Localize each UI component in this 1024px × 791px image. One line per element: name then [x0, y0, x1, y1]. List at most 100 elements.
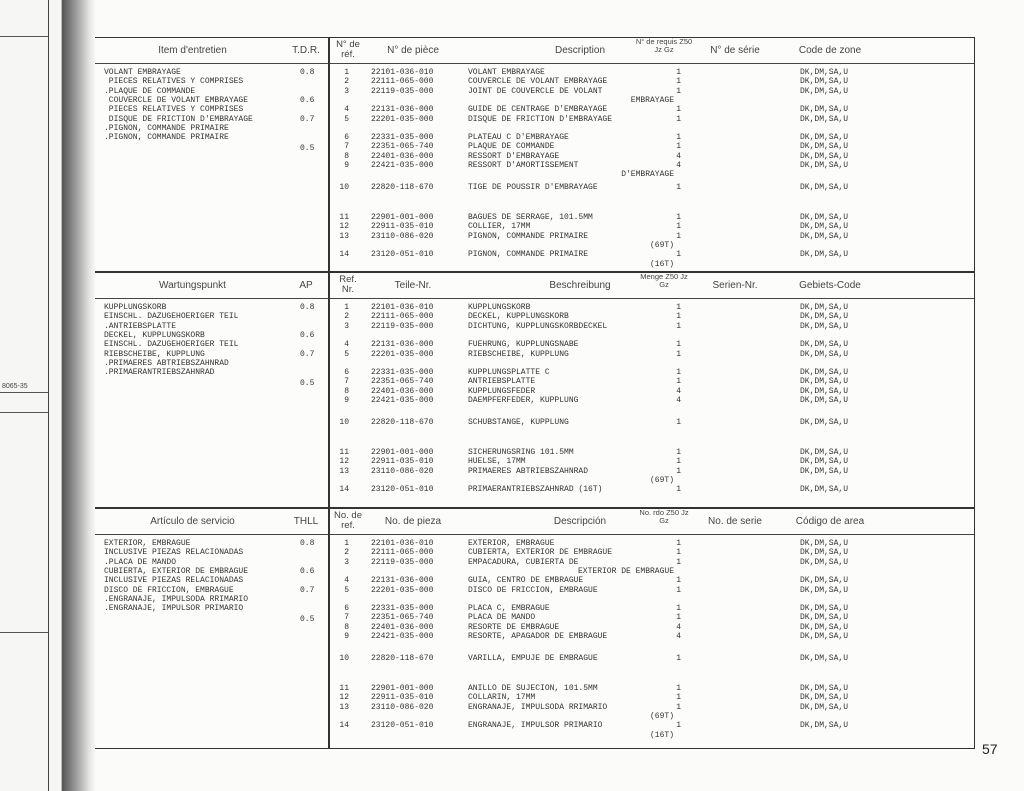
quantity: 4 — [676, 151, 681, 161]
header-ref: N° de réf. — [336, 39, 360, 60]
part-number: 23110-086-020 — [371, 231, 434, 241]
part-description: VARILLA, EMPUJE DE EMBRAGUE — [468, 654, 598, 664]
ref-number: 12 — [339, 457, 349, 467]
service-item: .PIGNON, COMMANDE PRIMAIRE — [104, 133, 229, 143]
area-code: DK,DM,SA,U — [800, 576, 849, 586]
quantity: 1 — [676, 654, 681, 664]
quantity: 1 — [676, 448, 681, 458]
description-continuation: (69T) — [649, 475, 674, 485]
service-item: EINSCHL. DAZUGEHOERIGER TEIL — [104, 340, 239, 350]
quantity: 4 — [676, 632, 681, 641]
quantity: 4 — [676, 622, 681, 632]
area-code: DK,DM,SA,U — [800, 183, 849, 193]
area-code: DK,DM,SA,U — [800, 151, 849, 161]
header-time: THLL — [293, 516, 319, 527]
service-item: .ENGRANAJE, IMPULSOR PRIMARIO — [104, 604, 244, 614]
header-area: Gebiets-Code — [799, 280, 861, 291]
parts-table-section: Wartungspunkt AP Ref. Nr. Teile-Nr. Besc… — [95, 272, 975, 508]
quantity: 1 — [676, 349, 681, 359]
part-number: 22101-036-010 — [371, 303, 434, 312]
area-code: DK,DM,SA,U — [800, 86, 849, 96]
quantity: 1 — [676, 721, 681, 731]
area-code: DK,DM,SA,U — [800, 213, 849, 223]
quantity: 1 — [676, 377, 681, 387]
part-number: 22820-118-670 — [371, 183, 434, 193]
quantity: 1 — [676, 457, 681, 467]
part-number: 22911-035-010 — [371, 457, 434, 467]
part-number: 22331-035-000 — [371, 368, 434, 378]
header-item: Item d'entretien — [158, 45, 227, 56]
header-quantity: N° de requis Z50 Jz Gz — [635, 37, 693, 54]
ref-number: 14 — [339, 250, 349, 260]
header-description: Beschreibung — [549, 280, 611, 291]
ref-number: 4 — [344, 105, 349, 115]
quantity: 1 — [676, 684, 681, 694]
header-ref: No. de ref. — [334, 510, 362, 531]
quantity: 1 — [676, 142, 681, 152]
ref-number: 7 — [344, 377, 349, 387]
area-code: DK,DM,SA,U — [800, 466, 849, 476]
service-time: 0.5 — [300, 379, 315, 389]
ref-number: 7 — [344, 142, 349, 152]
part-number: 22820-118-670 — [371, 418, 434, 428]
quantity: 1 — [676, 539, 681, 548]
quantity: 1 — [676, 548, 681, 558]
service-item: .PRIMAERANTRIEBSZAHNRAD — [104, 368, 215, 378]
part-number: 22111-065-000 — [371, 548, 434, 558]
ref-number: 3 — [344, 86, 349, 96]
part-description: KUPPLUNGSKORB — [468, 303, 531, 312]
area-code: DK,DM,SA,U — [800, 613, 849, 623]
area-code: DK,DM,SA,U — [800, 250, 849, 260]
part-description: GUIA, CENTRO DE EMBRAGUE — [468, 576, 584, 586]
ref-number: 8 — [344, 386, 349, 396]
part-number: 22101-036-010 — [371, 68, 434, 77]
parts-table-section: Artículo de servicio THLL No. de ref. No… — [95, 508, 975, 749]
part-description: DISQUE DE FRICTION D'EMBRAYAGE — [468, 114, 613, 124]
quantity: 1 — [676, 86, 681, 96]
part-description: RESSORT D'AMORTISSEMENT — [468, 161, 579, 170]
part-number: 23120-051-010 — [371, 721, 434, 731]
area-code: DK,DM,SA,U — [800, 485, 849, 495]
part-number: 22901-001-000 — [371, 213, 434, 223]
ref-number: 11 — [339, 684, 349, 694]
part-number: 22331-035-000 — [371, 604, 434, 614]
service-time: 0.6 — [300, 330, 315, 340]
service-item: .PLACA DE MANDO — [104, 557, 177, 567]
part-number: 22421-035-000 — [371, 632, 434, 641]
part-description: PLACA DE MANDO — [468, 613, 536, 623]
part-number: 22119-035-000 — [371, 86, 434, 96]
ref-number: 9 — [344, 632, 349, 641]
part-description: TIGE DE POUSSIR D'EMBRAYAGE — [468, 183, 598, 193]
quantity: 1 — [676, 585, 681, 595]
area-code: DK,DM,SA,U — [800, 231, 849, 241]
part-number: 22401-036-000 — [371, 386, 434, 396]
service-time: 0.5 — [300, 615, 315, 625]
previous-page-edge: 8065-35 — [0, 0, 62, 791]
quantity: 1 — [676, 312, 681, 322]
header-description: Description — [554, 45, 606, 56]
part-description: COUVERCLE DE VOLANT EMBRAYAGE — [468, 77, 608, 87]
service-item: .PRIMAERES ABTRIEBSZAHNRAD — [104, 358, 229, 368]
area-code: DK,DM,SA,U — [800, 222, 849, 232]
area-code: DK,DM,SA,U — [800, 114, 849, 124]
header-item: Artículo de servicio — [150, 516, 235, 527]
service-time: 0.7 — [300, 114, 315, 124]
service-item: VOLANT EMBRAYAGE — [104, 68, 181, 77]
quantity: 1 — [676, 576, 681, 586]
header-serial: Serien-Nr. — [712, 280, 758, 291]
service-time: 0.7 — [300, 349, 315, 359]
quantity: 1 — [676, 231, 681, 241]
header-serial: N° de série — [710, 45, 760, 56]
area-code: DK,DM,SA,U — [800, 105, 849, 115]
header-area: Code de zone — [798, 45, 862, 56]
quantity: 1 — [676, 213, 681, 223]
header-area: Código de area — [795, 516, 865, 527]
part-description: PLAQUE DE COMMANDE — [468, 142, 555, 152]
part-number: 22131-036-000 — [371, 576, 434, 586]
part-number: 22421-035-000 — [371, 396, 434, 405]
part-number: 23110-086-020 — [371, 466, 434, 476]
quantity: 1 — [676, 693, 681, 703]
part-description: PLATEAU C D'EMBRAYAGE — [468, 133, 569, 143]
area-code: DK,DM,SA,U — [800, 548, 849, 558]
part-number: 22131-036-000 — [371, 105, 434, 115]
